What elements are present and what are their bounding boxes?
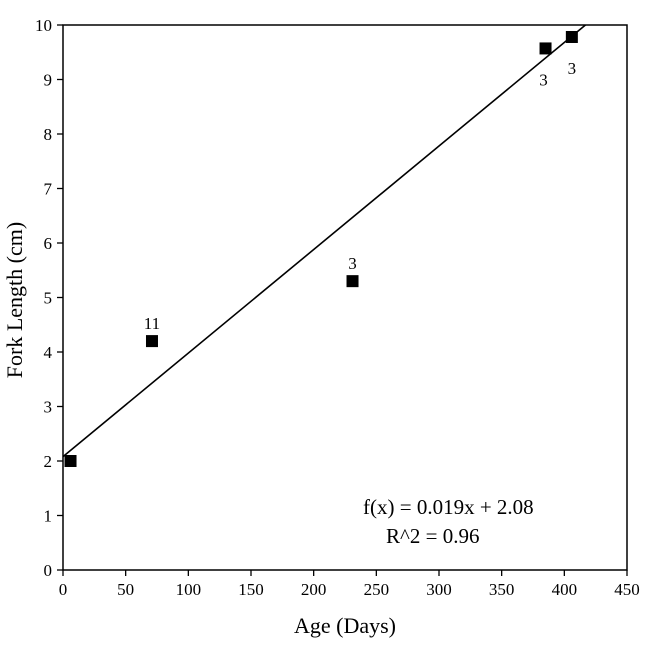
y-tick-label: 6 [44,234,53,253]
y-tick-label: 7 [44,180,53,199]
x-axis-title: Age (Days) [294,613,396,638]
y-tick-label: 10 [35,16,52,35]
y-tick-label: 5 [44,289,53,308]
y-tick-label: 9 [44,71,53,90]
y-axis-title: Fork Length (cm) [2,222,27,378]
x-tick-label: 0 [59,580,68,599]
y-tick-label: 3 [44,398,53,417]
x-tick-label: 150 [238,580,264,599]
plot-area [62,24,628,571]
x-axis-ticks: 0 50 100 150 200 250 300 350 400 450 [59,570,640,599]
data-point-label: 3 [539,70,548,89]
data-point [346,275,359,288]
x-tick-label: 350 [489,580,515,599]
r-squared-label: R^2 = 0.96 [386,524,479,548]
data-point-labels: 11 3 3 3 [144,59,576,333]
data-point [565,30,578,43]
y-tick-label: 2 [44,452,53,471]
x-tick-label: 200 [301,580,327,599]
y-axis-ticks: 0 1 2 3 4 5 6 7 8 9 10 [35,16,63,580]
equation-label: f(x) = 0.019x + 2.08 [363,495,534,519]
y-tick-label: 1 [44,507,53,526]
x-tick-label: 450 [614,580,640,599]
data-point [539,42,552,55]
data-point-label: 11 [144,314,160,333]
y-tick-label: 0 [44,561,53,580]
data-point-label: 3 [568,59,577,78]
data-points [64,30,578,467]
data-point [145,335,158,348]
x-tick-label: 400 [552,580,578,599]
trend-line [62,24,586,458]
x-tick-label: 100 [176,580,202,599]
x-tick-label: 50 [117,580,134,599]
x-tick-label: 250 [364,580,390,599]
y-tick-label: 8 [44,125,53,144]
data-point [64,455,77,467]
y-tick-label: 4 [44,343,53,362]
x-tick-label: 300 [426,580,452,599]
data-point-label: 3 [348,254,357,273]
